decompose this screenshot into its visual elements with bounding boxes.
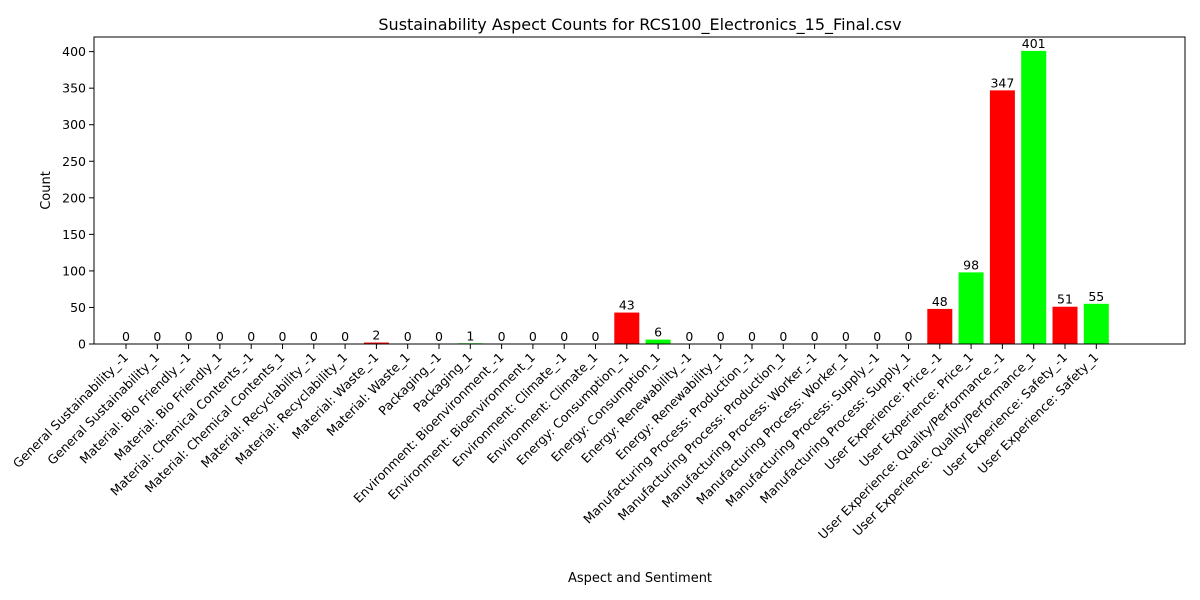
y-tick-label: 300 [62, 117, 86, 132]
bar [989, 90, 1015, 344]
bar-value-label: 0 [560, 329, 568, 344]
y-tick-label: 350 [62, 81, 86, 96]
y-tick-label: 150 [62, 227, 86, 242]
bar [927, 308, 953, 344]
chart-title: Sustainability Aspect Counts for RCS100_… [378, 15, 901, 35]
plot-area-frame [93, 36, 1186, 345]
bar-value-label: 0 [341, 329, 349, 344]
bar-value-label: 0 [529, 329, 537, 344]
bar-value-label: 1 [466, 328, 474, 343]
bar-value-label: 347 [990, 75, 1014, 90]
bar-value-label: 0 [216, 329, 224, 344]
bar-value-label: 0 [404, 329, 412, 344]
y-tick-label: 50 [70, 300, 86, 315]
bar-value-label: 0 [779, 329, 787, 344]
bar-value-label: 401 [1022, 36, 1046, 51]
bar-value-label: 0 [122, 329, 130, 344]
x-axis-label: Aspect and Sentiment [568, 571, 712, 586]
y-tick-label: 400 [62, 44, 86, 59]
bar-value-label: 51 [1057, 292, 1073, 307]
bar [958, 272, 984, 344]
bar-value-label: 0 [279, 329, 287, 344]
y-axis-label: Count [39, 171, 54, 210]
bar [614, 312, 640, 344]
bar-value-label: 2 [372, 328, 380, 343]
bar [363, 342, 389, 344]
bar-value-label: 0 [873, 329, 881, 344]
bar [645, 339, 671, 344]
y-tick-label: 100 [62, 263, 86, 278]
bar-value-label: 6 [654, 325, 662, 340]
bar-value-label: 55 [1088, 289, 1104, 304]
y-tick-label: 0 [78, 337, 86, 352]
bar-value-labels: 0 0 0 0 0 0 0 0 2 0 0 1 0 0 0 0 43 6 0 0 0 0 0 0 0 0 48 98 347 401 51 5… [122, 36, 1104, 344]
bar-value-label: 0 [435, 329, 443, 344]
bars-group [363, 50, 1109, 345]
bar [1021, 50, 1047, 345]
bar-value-label: 0 [748, 329, 756, 344]
bar-value-label: 0 [310, 329, 318, 344]
y-axis: 0 50 100 150 200 250 300 350 400 [62, 44, 94, 352]
bar-value-label: 98 [963, 257, 979, 272]
bar-value-label: 0 [905, 329, 913, 344]
bar-value-label: 0 [498, 329, 506, 344]
y-tick-label: 200 [62, 190, 86, 205]
bar-value-label: 0 [185, 329, 193, 344]
bar-value-label: 0 [811, 329, 819, 344]
bar-value-label: 0 [592, 329, 600, 344]
bar-value-label: 48 [932, 294, 948, 309]
bar-value-label: 0 [247, 329, 255, 344]
bar-value-label: 0 [153, 329, 161, 344]
bar-value-label: 0 [685, 329, 693, 344]
bar-value-label: 43 [619, 298, 635, 313]
bar [1052, 306, 1078, 344]
bar [1083, 303, 1109, 344]
bar-value-label: 0 [717, 329, 725, 344]
bar-value-label: 0 [842, 329, 850, 344]
y-tick-label: 250 [62, 154, 86, 169]
